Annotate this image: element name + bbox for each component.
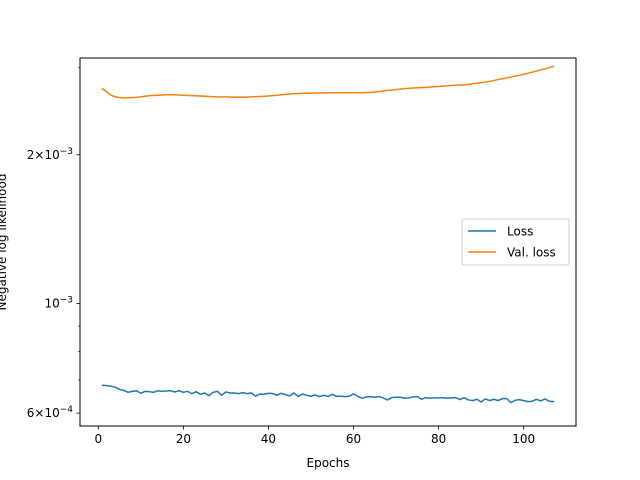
series-line-loss (101, 384, 555, 404)
y-axis: 6×10−4 10−3 2×10−3 (27, 67, 80, 420)
y-axis-label: Negative log likelihood (0, 174, 9, 311)
y-tick-label: 6×10−4 (27, 405, 74, 420)
series-line-val-loss (101, 65, 555, 99)
x-tick-label: 0 (94, 432, 102, 446)
plot-frame (79, 57, 577, 427)
legend-label: Val. loss (507, 246, 556, 260)
x-axis: 0 20 40 60 80 100 (94, 426, 535, 446)
legend: Loss Val. loss (461, 218, 570, 266)
legend-label: Loss (507, 225, 533, 239)
series-layer (101, 65, 555, 404)
y-tick-label: 10−3 (44, 296, 73, 311)
x-tick-label: 40 (261, 432, 276, 446)
y-tick-label: 2×10−3 (27, 147, 73, 162)
x-tick-label: 60 (346, 432, 361, 446)
x-tick-label: 20 (176, 432, 191, 446)
x-axis-label: Epochs (307, 456, 350, 470)
x-tick-label: 100 (512, 432, 535, 446)
x-tick-label: 80 (431, 432, 446, 446)
